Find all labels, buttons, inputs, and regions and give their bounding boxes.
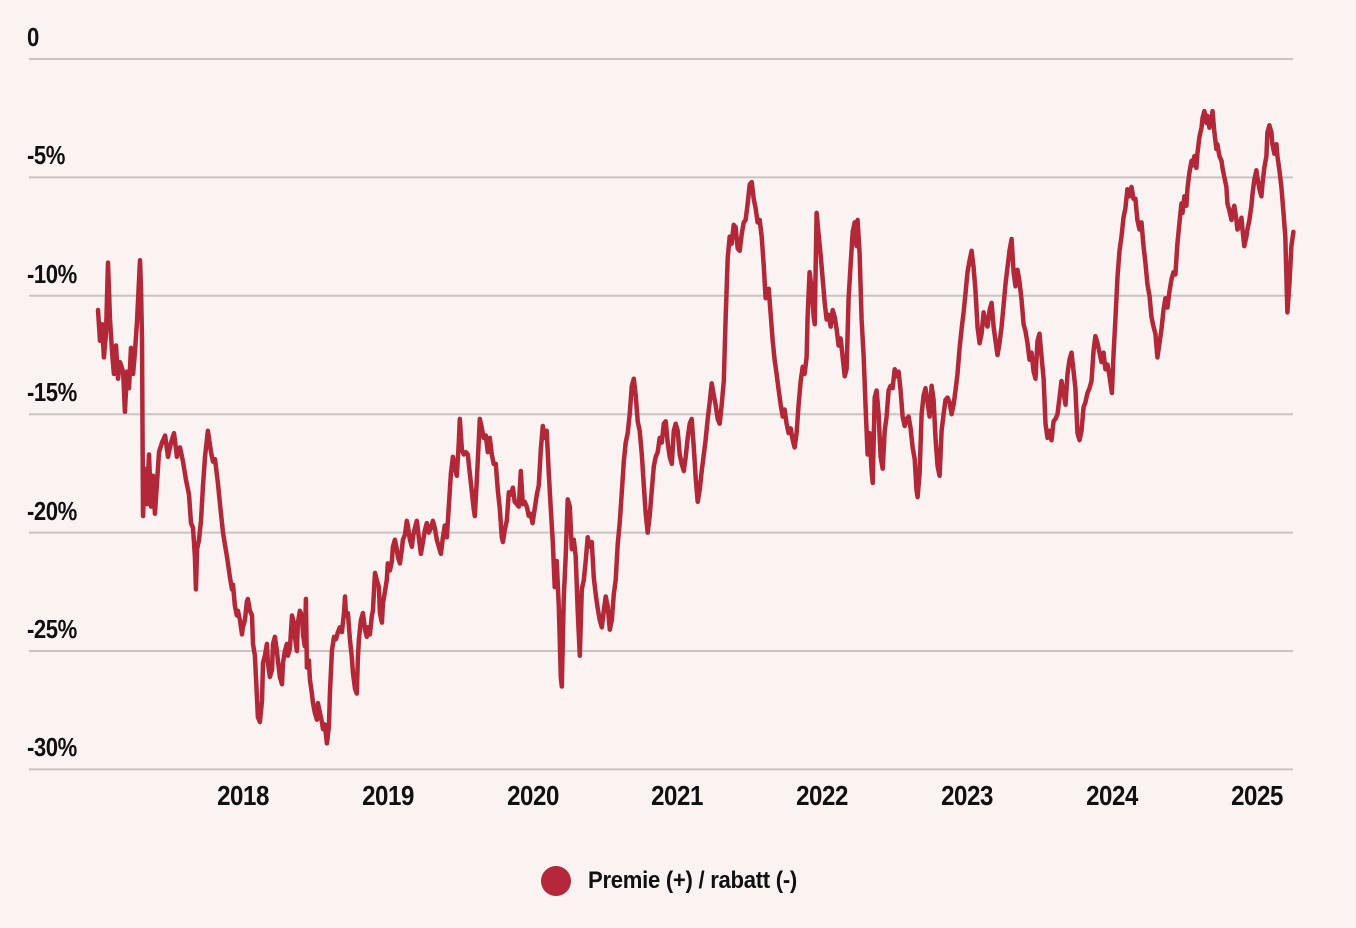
y-tick-label: 0 bbox=[27, 22, 39, 52]
x-tick-label: 2021 bbox=[651, 780, 703, 811]
y-tick-label: -30% bbox=[27, 732, 77, 763]
y-tick-label: -15% bbox=[27, 377, 77, 408]
legend-label: Premie (+) / rabatt (-) bbox=[587, 867, 797, 894]
x-tick-label: 2018 bbox=[217, 780, 269, 811]
y-tick-label: -10% bbox=[27, 258, 77, 289]
y-tick-label: -25% bbox=[27, 614, 77, 644]
legend: Premie (+) / rabatt (-) bbox=[0, 866, 1356, 896]
series-line bbox=[95, 108, 1296, 746]
x-tick-label: 2019 bbox=[362, 780, 414, 811]
x-tick-label: 2023 bbox=[941, 780, 993, 811]
x-tick-label: 2022 bbox=[796, 780, 848, 811]
x-tick-label: 2024 bbox=[1086, 780, 1138, 811]
legend-marker-icon bbox=[540, 866, 571, 896]
x-tick-label: 2020 bbox=[507, 780, 559, 811]
x-tick-label: 2025 bbox=[1231, 780, 1283, 811]
y-tick-label: -5% bbox=[27, 140, 66, 171]
y-tick-label: -20% bbox=[27, 495, 77, 526]
